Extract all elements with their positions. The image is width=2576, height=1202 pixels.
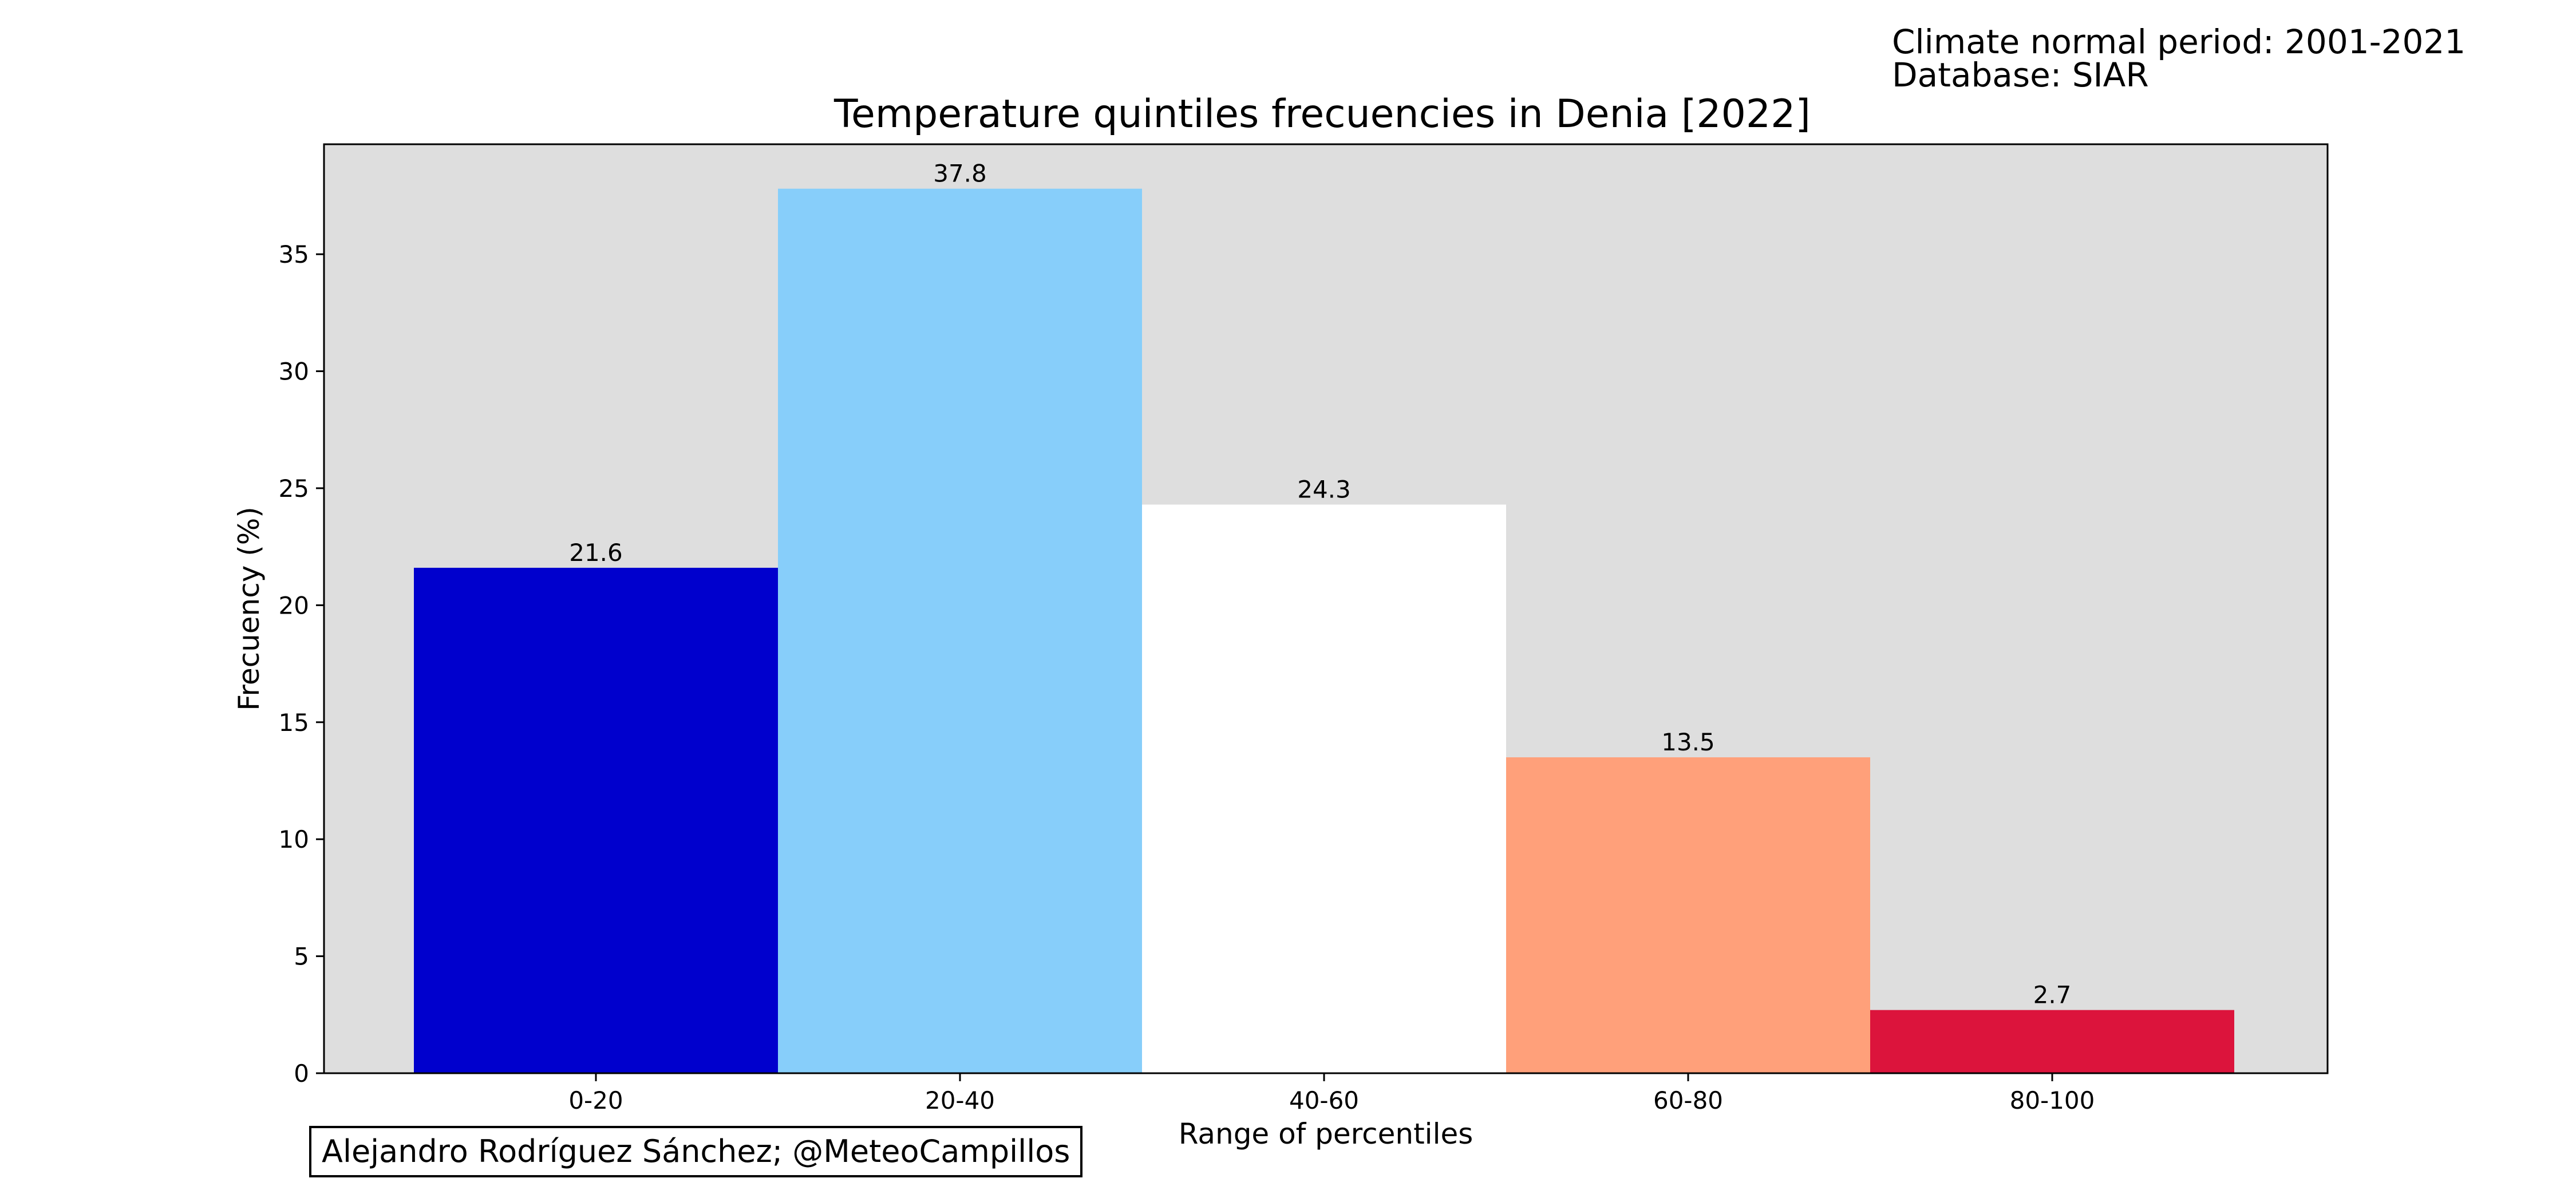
y-tick-label: 15 <box>279 709 309 737</box>
bar-20-40 <box>778 188 1142 1073</box>
bar-80-100 <box>1870 1010 2234 1073</box>
bar-40-60 <box>1142 504 1506 1073</box>
value-label-0-20: 21.6 <box>569 539 623 567</box>
y-axis-label: Frecuency (%) <box>232 507 266 710</box>
y-tick-label: 0 <box>294 1059 309 1088</box>
y-tick-label: 5 <box>294 943 309 971</box>
y-tick-label: 35 <box>279 240 309 268</box>
x-axis-ticks: 0-20 20-40 40-60 60-80 80-100 <box>568 1073 2095 1114</box>
normal-period-text: Climate normal period: 2001-2021 <box>1892 22 2466 61</box>
author-credit: Alejandro Rodríguez Sánchez; @MeteoCampi… <box>309 1126 1083 1177</box>
value-label-80-100: 2.7 <box>2033 981 2072 1009</box>
y-tick-label: 25 <box>279 475 309 503</box>
metadata-note: Climate normal period: 2001-2021 Databas… <box>1892 25 2466 92</box>
y-tick-label: 30 <box>279 358 309 386</box>
bar-group <box>414 188 2234 1073</box>
value-label-20-40: 37.8 <box>933 160 987 188</box>
value-label-group: 21.6 37.8 24.3 13.5 2.7 <box>569 160 2071 1009</box>
bar-60-80 <box>1506 757 1870 1073</box>
x-tick-label-20-40: 20-40 <box>925 1086 995 1114</box>
y-tick-label: 10 <box>279 825 309 853</box>
x-tick-label-0-20: 0-20 <box>568 1086 623 1114</box>
x-tick-label-40-60: 40-60 <box>1289 1086 1359 1114</box>
value-label-40-60: 24.3 <box>1297 476 1351 504</box>
database-text: Database: SIAR <box>1892 56 2149 94</box>
bar-0-20 <box>414 567 778 1073</box>
y-axis-ticks: 0 5 10 15 20 25 30 35 <box>279 240 324 1088</box>
x-axis-label: Range of percentiles <box>1179 1117 1473 1150</box>
plot-frame <box>323 143 2329 1074</box>
x-tick-label-80-100: 80-100 <box>2010 1086 2095 1114</box>
value-label-60-80: 13.5 <box>1661 728 1715 756</box>
x-tick-label-60-80: 60-80 <box>1653 1086 1723 1114</box>
y-tick-label: 20 <box>279 591 309 619</box>
chart-title: Temperature quintiles frecuencies in Den… <box>833 92 1811 137</box>
